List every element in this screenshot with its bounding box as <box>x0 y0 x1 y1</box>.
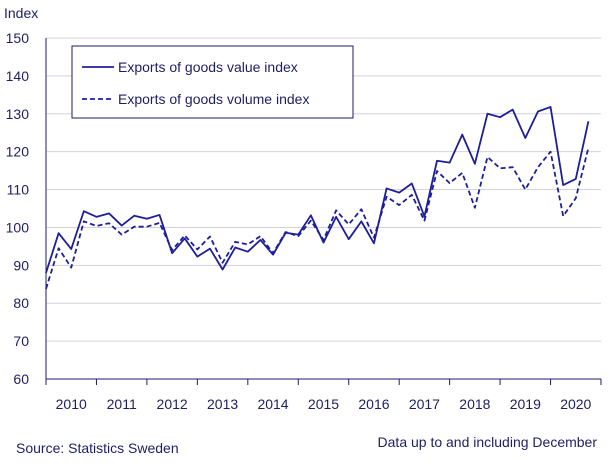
x-tick-label: 2018 <box>459 396 490 412</box>
x-tick-label: 2019 <box>510 396 541 412</box>
x-tick-labels: 2010 2011 2012 2013 2014 2015 2016 2017 2018 2019… <box>56 396 592 412</box>
y-tick-label: 100 <box>6 219 30 235</box>
x-tick-label: 2017 <box>409 396 440 412</box>
series-line-1 <box>45 106 590 274</box>
legend-label-1: Exports of goods value index <box>118 59 298 75</box>
y-tick-label: 110 <box>7 182 30 198</box>
x-tick-label: 2013 <box>207 396 238 412</box>
x-tick-label: 2012 <box>157 396 188 412</box>
legend-box <box>71 45 354 119</box>
y-tick-labels: 60 70 80 90 100 110 120 130 140 150 <box>6 30 30 387</box>
y-tick-label: 60 <box>13 371 29 387</box>
axes <box>45 38 602 385</box>
y-tick-label: 90 <box>13 257 29 273</box>
y-tick-label: 120 <box>6 144 30 160</box>
source-note: Source: Statistics Sweden <box>16 440 179 456</box>
y-axis-label: Index <box>4 5 38 21</box>
series-lines <box>45 106 590 290</box>
y-tick-label: 140 <box>6 68 30 84</box>
x-tick-label: 2016 <box>358 396 389 412</box>
series-line-2 <box>45 147 590 290</box>
x-tick-label: 2014 <box>257 396 288 412</box>
x-tick-label: 2010 <box>56 396 87 412</box>
legend-label-2: Exports of goods volume index <box>118 91 309 107</box>
legend: Exports of goods value index Exports of g… <box>71 45 354 119</box>
y-tick-label: 130 <box>6 106 30 122</box>
y-tick-label: 70 <box>13 333 29 349</box>
x-tick-label: 2015 <box>308 396 339 412</box>
y-tick-label: 150 <box>6 30 30 46</box>
data-coverage-note: Data up to and including December <box>377 434 597 450</box>
x-tick-label: 2011 <box>107 396 137 412</box>
x-tick-label: 2020 <box>560 396 591 412</box>
y-tick-label: 80 <box>13 295 29 311</box>
